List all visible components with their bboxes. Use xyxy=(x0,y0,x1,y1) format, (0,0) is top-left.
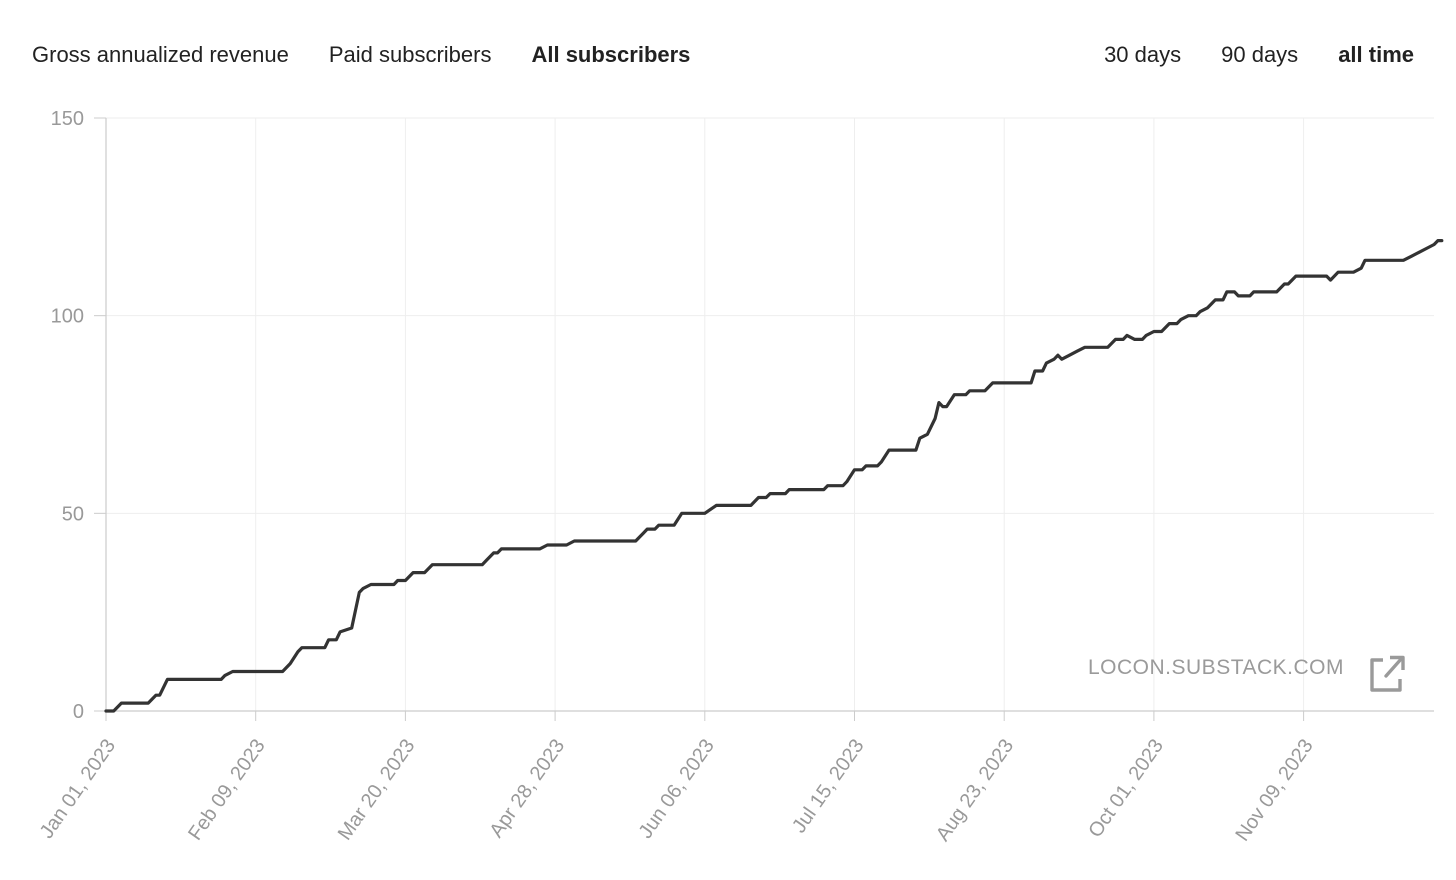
tab-30-days[interactable]: 30 days xyxy=(1104,42,1182,67)
y-tick-label: 50 xyxy=(62,503,84,525)
tab-90-days[interactable]: 90 days xyxy=(1221,42,1299,67)
y-tick-label: 150 xyxy=(51,108,84,130)
x-tick-label: Jun 06, 2023 xyxy=(635,735,719,842)
tab-paid-subscribers[interactable]: Paid subscribers xyxy=(328,42,492,67)
y-tick-label: 0 xyxy=(73,701,84,723)
series-layer xyxy=(104,239,1444,713)
x-tick-label: Feb 09, 2023 xyxy=(184,735,270,844)
series-line-all-subscribers xyxy=(104,239,1444,713)
x-tick-label: Nov 09, 2023 xyxy=(1231,735,1317,845)
x-tick-label: Mar 20, 2023 xyxy=(334,735,420,844)
x-tick-label: Apr 28, 2023 xyxy=(485,735,569,841)
x-tick-label: Aug 23, 2023 xyxy=(932,735,1018,845)
y-tick-label: 100 xyxy=(51,306,84,328)
y-tick-labels: 0 50 100 150 xyxy=(51,108,84,723)
x-tick-labels: Jan 01, 2023 Feb 09, 2023 Mar 20, 2023 Apr … xyxy=(36,735,1318,845)
axis-layer xyxy=(94,117,1434,721)
tab-all-subscribers[interactable]: All subscribers xyxy=(531,42,691,67)
metric-tabs: Gross annualized revenue Paid subscriber… xyxy=(32,38,690,72)
tab-gross-annualized-revenue[interactable]: Gross annualized revenue xyxy=(32,42,289,67)
range-tabs: 30 days 90 days all time xyxy=(1104,38,1414,72)
x-tick-label: Jul 15, 2023 xyxy=(788,735,869,837)
tab-all-time[interactable]: all time xyxy=(1338,42,1414,67)
external-link-icon[interactable] xyxy=(1366,654,1406,694)
watermark-link[interactable]: LOCON.SUBSTACK.COM xyxy=(1088,656,1344,679)
x-tick-label: Jan 01, 2023 xyxy=(36,735,120,842)
x-tick-label: Oct 01, 2023 xyxy=(1084,735,1168,841)
grid-layer xyxy=(106,117,1434,711)
